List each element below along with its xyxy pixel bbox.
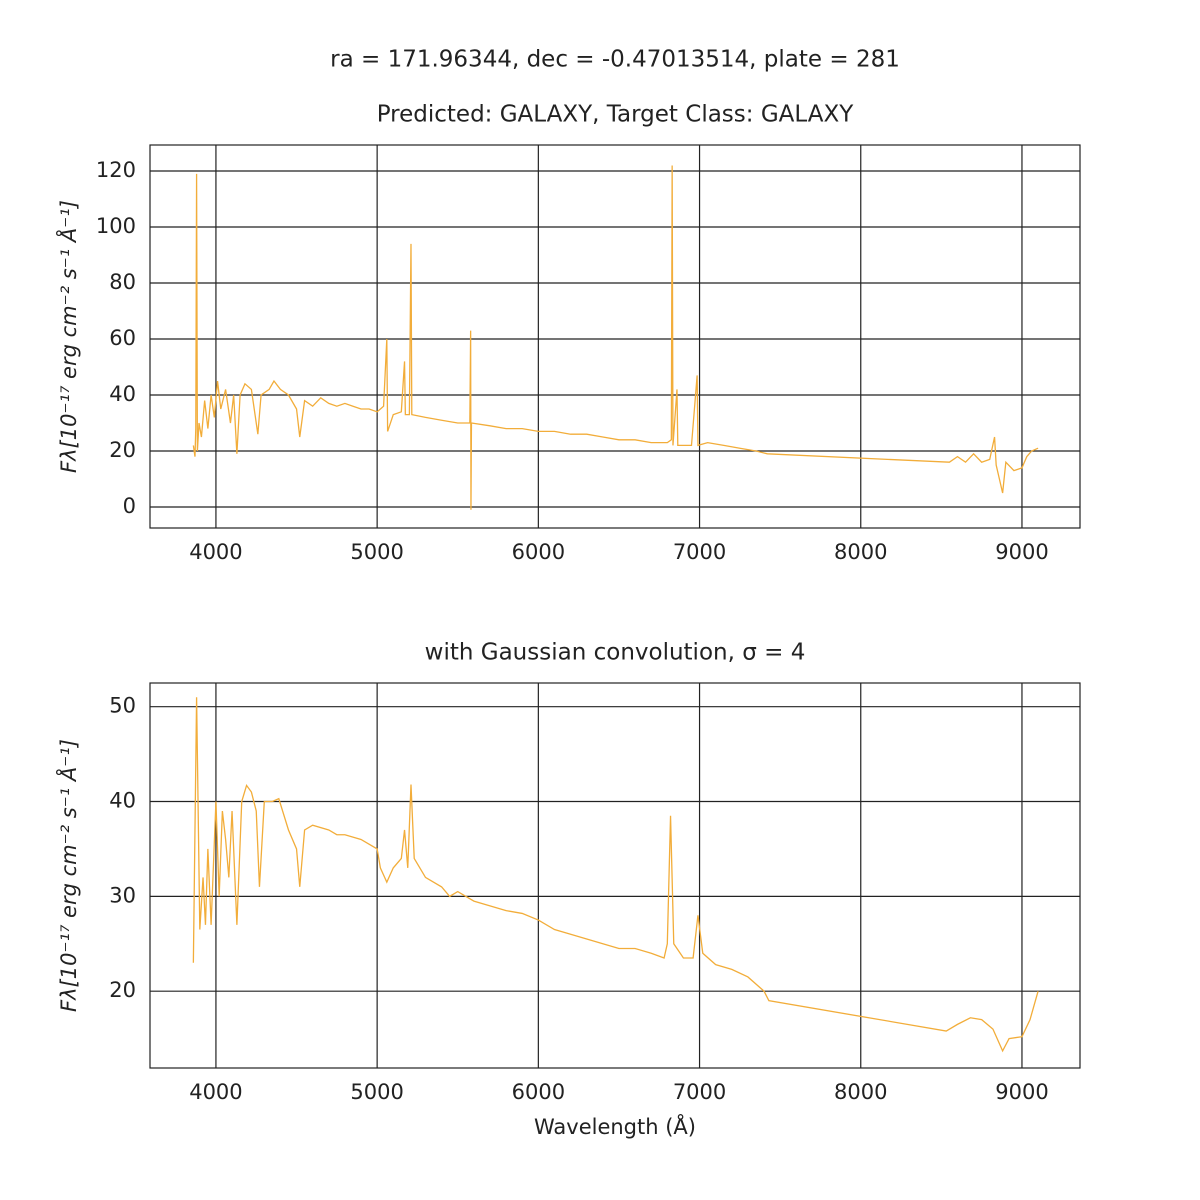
x-tick-label: 7000	[673, 540, 726, 564]
spectrum-line	[192, 697, 1039, 1053]
x-tick-label: 4000	[189, 1080, 242, 1104]
x-tick-label: 8000	[834, 540, 887, 564]
y-tick-label: 0	[123, 494, 136, 518]
y-axis-label: Fλ[10⁻¹⁷ erg cm⁻² s⁻¹ Å⁻¹]	[55, 200, 81, 473]
x-tick-label: 7000	[673, 1080, 726, 1104]
plot-frame	[149, 682, 1081, 1069]
x-tick-label: 5000	[350, 540, 403, 564]
x-tick-label: 9000	[995, 1080, 1048, 1104]
y-tick-label: 40	[109, 789, 136, 813]
y-tick-label: 100	[96, 214, 136, 238]
y-tick-label: 30	[109, 883, 136, 907]
y-tick-label: 20	[109, 978, 136, 1002]
x-tick-label: 6000	[512, 540, 565, 564]
x-tick-label: 9000	[995, 540, 1048, 564]
figure-title: ra = 171.96344, dec = -0.47013514, plate…	[330, 47, 900, 73]
y-tick-label: 80	[109, 270, 136, 294]
x-tick-label: 8000	[834, 1080, 887, 1104]
plot-frame	[149, 144, 1081, 529]
y-axis-label: Fλ[10⁻¹⁷ erg cm⁻² s⁻¹ Å⁻¹]	[55, 739, 81, 1012]
y-tick-label: 120	[96, 158, 136, 182]
spectrum-line	[192, 165, 1039, 510]
chart-title: Predicted: GALAXY, Target Class: GALAXY	[377, 102, 855, 128]
y-tick-label: 50	[109, 694, 136, 718]
y-tick-label: 60	[109, 326, 136, 350]
y-tick-label: 40	[109, 382, 136, 406]
x-tick-label: 6000	[512, 1080, 565, 1104]
x-tick-label: 5000	[350, 1080, 403, 1104]
x-axis-label: Wavelength (Å)	[534, 1113, 696, 1139]
x-tick-label: 4000	[189, 540, 242, 564]
chart-title: with Gaussian convolution, σ = 4	[425, 640, 806, 666]
y-tick-label: 20	[109, 438, 136, 462]
